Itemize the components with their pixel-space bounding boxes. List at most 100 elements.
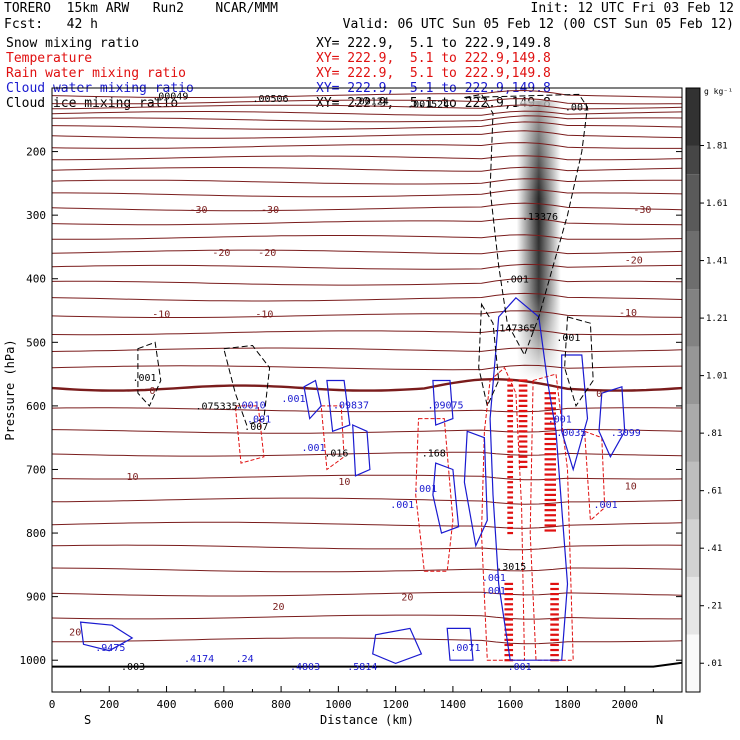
temperature-label: -30	[189, 205, 207, 216]
contour-value-label: .4174	[184, 654, 214, 665]
cloud-water-contour	[446, 627, 474, 661]
top-contour-label: .001524	[407, 99, 449, 110]
x-tick-label: 400	[157, 698, 177, 711]
isotherm-line	[51, 104, 683, 110]
x-tick-label: 800	[271, 698, 291, 711]
isotherm-line	[51, 115, 683, 123]
x-tick-label: 1000	[325, 698, 352, 711]
colorbar-swatch	[686, 231, 700, 290]
contour-value-label: .001	[390, 500, 414, 511]
contour-value-label: .001	[594, 500, 618, 511]
cloud-ice-contour	[137, 341, 162, 407]
temperature-label: -20	[212, 248, 230, 259]
isotherm-line	[51, 329, 683, 336]
isotherm-line	[51, 407, 683, 413]
x-tick-label: 600	[214, 698, 234, 711]
y-axis-label: Pressure (hPa)	[3, 339, 17, 440]
top-contour-label: .00506	[252, 94, 288, 105]
colorbar-swatch	[686, 88, 700, 146]
isotherm-line	[51, 474, 683, 481]
forecast-hour: Fcst: 42 h	[4, 17, 98, 32]
rain-water-contour	[320, 405, 345, 471]
contour-value-label: .075335	[196, 402, 238, 413]
isotherm-line	[51, 364, 683, 371]
isotherm-line	[51, 497, 683, 505]
temperature-label: -10	[152, 310, 170, 321]
x-endpoint-south: S	[84, 713, 91, 727]
isotherm-line	[51, 451, 683, 457]
isotherm-line	[51, 347, 683, 353]
model-title: TORERO 15km ARW Run2 NCAR/MMM	[4, 1, 278, 16]
contour-value-label: .0035	[556, 428, 586, 439]
isotherm-line	[51, 544, 683, 551]
y-tick-label: 900	[26, 591, 46, 604]
colorbar-tick-label: 1.81	[706, 142, 728, 152]
contour-value-label: .9475	[95, 643, 125, 654]
colorbar-tick-label: .01	[706, 659, 722, 669]
contour-value-label: .09075	[427, 400, 463, 411]
cloud-water-contour	[463, 430, 488, 548]
contour-value-label: .13376	[522, 212, 558, 223]
temperature-label: 20	[401, 593, 413, 604]
contour-value-label: .5814	[347, 662, 377, 673]
x-endpoint-north: N	[656, 713, 663, 727]
temperature-label: -20	[258, 248, 276, 259]
contour-value-label: .001	[565, 103, 589, 114]
contour-value-label: .4803	[290, 662, 320, 673]
contour-value-label: .24	[236, 654, 254, 665]
rain-water-contour	[584, 430, 606, 522]
contour-value-label: .007	[244, 422, 268, 433]
isotherm-line	[51, 292, 683, 302]
contour-value-label: .168	[422, 449, 446, 460]
x-tick-label: 1800	[554, 698, 581, 711]
contour-value-label: .001	[413, 484, 437, 495]
isotherm-line	[51, 121, 683, 130]
temperature-label: -10	[255, 310, 273, 321]
colorbar-tick-label: .81	[706, 429, 722, 439]
y-tick-label: 700	[26, 463, 46, 476]
x-tick-label: 2000	[611, 698, 638, 711]
isotherm-line	[51, 89, 683, 98]
snow-shading-fade	[516, 100, 561, 381]
colorbar-swatch	[686, 289, 700, 347]
colorbar-swatch	[686, 461, 700, 520]
y-tick-label: 500	[26, 336, 46, 349]
cloud-water-contour	[432, 462, 460, 534]
colorbar-swatch	[686, 576, 700, 635]
cloud-ice-contour	[478, 302, 500, 408]
x-tick-label: 1400	[440, 698, 467, 711]
field-snow-label: Snow mixing ratio	[6, 36, 140, 51]
x-tick-label: 200	[99, 698, 119, 711]
cloud-ice-contour	[564, 316, 594, 408]
contour-value-label: .001	[247, 414, 271, 425]
isotherm-line	[51, 637, 683, 645]
contour-value-label: .016	[324, 449, 348, 460]
valid-time: Valid: 06 UTC Sun 05 Feb 12 (00 CST Sun …	[342, 17, 734, 32]
colorbar-tick-label: .61	[706, 487, 722, 497]
isotherm-line	[51, 263, 683, 270]
isotherm-line	[51, 591, 683, 597]
x-axis-label: Distance (km)	[320, 713, 414, 727]
isotherm-line	[51, 98, 683, 105]
cloud-water-contour	[79, 621, 134, 652]
isotherm-line	[51, 202, 683, 212]
cloud-water-contour	[326, 379, 351, 433]
temperature-label: 20	[273, 602, 285, 613]
isotherm-line	[51, 166, 683, 172]
isotherm-line	[51, 614, 682, 620]
y-tick-label: 600	[26, 400, 46, 413]
contour-value-label: .003	[121, 662, 145, 673]
rain-water-contour	[234, 405, 265, 464]
contour-value-label: .001	[482, 586, 506, 597]
isotherm-line	[51, 130, 683, 139]
top-contour-label: .00124	[353, 97, 389, 108]
contour-value-label: .001	[505, 274, 529, 285]
field-rain-xy: XY= 222.9, 5.1 to 222.9,149.8	[316, 66, 551, 81]
contour-value-label: .147365	[493, 323, 535, 334]
colorbar-swatch	[686, 519, 700, 577]
rain-water-contour	[415, 418, 454, 572]
isotherm-line	[51, 110, 683, 116]
contour-value-label: .001	[281, 394, 305, 405]
isotherm-line	[51, 217, 683, 226]
contour-value-label: .001	[548, 414, 572, 425]
